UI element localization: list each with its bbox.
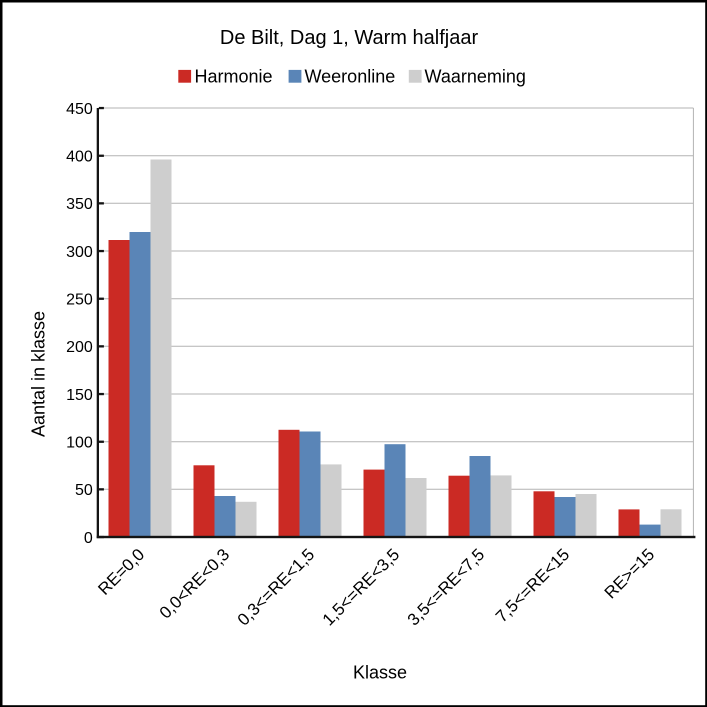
- svg-text:100: 100: [66, 435, 93, 452]
- svg-text:300: 300: [66, 244, 93, 261]
- svg-text:350: 350: [66, 196, 93, 213]
- svg-text:Weeronline: Weeronline: [305, 67, 396, 87]
- svg-text:150: 150: [66, 387, 93, 404]
- svg-text:Harmonie: Harmonie: [195, 67, 273, 87]
- svg-text:50: 50: [75, 482, 93, 499]
- svg-text:250: 250: [66, 292, 93, 309]
- svg-text:Waarneming: Waarneming: [425, 67, 526, 87]
- svg-text:200: 200: [66, 339, 93, 356]
- svg-text:450: 450: [66, 101, 93, 118]
- svg-text:Klasse: Klasse: [353, 663, 407, 683]
- svg-text:Aantal in klasse: Aantal in klasse: [29, 311, 49, 437]
- svg-text:400: 400: [66, 149, 93, 166]
- svg-text:De Bilt, Dag 1, Warm halfjaar: De Bilt, Dag 1, Warm halfjaar: [220, 27, 479, 49]
- svg-text:0: 0: [84, 530, 93, 547]
